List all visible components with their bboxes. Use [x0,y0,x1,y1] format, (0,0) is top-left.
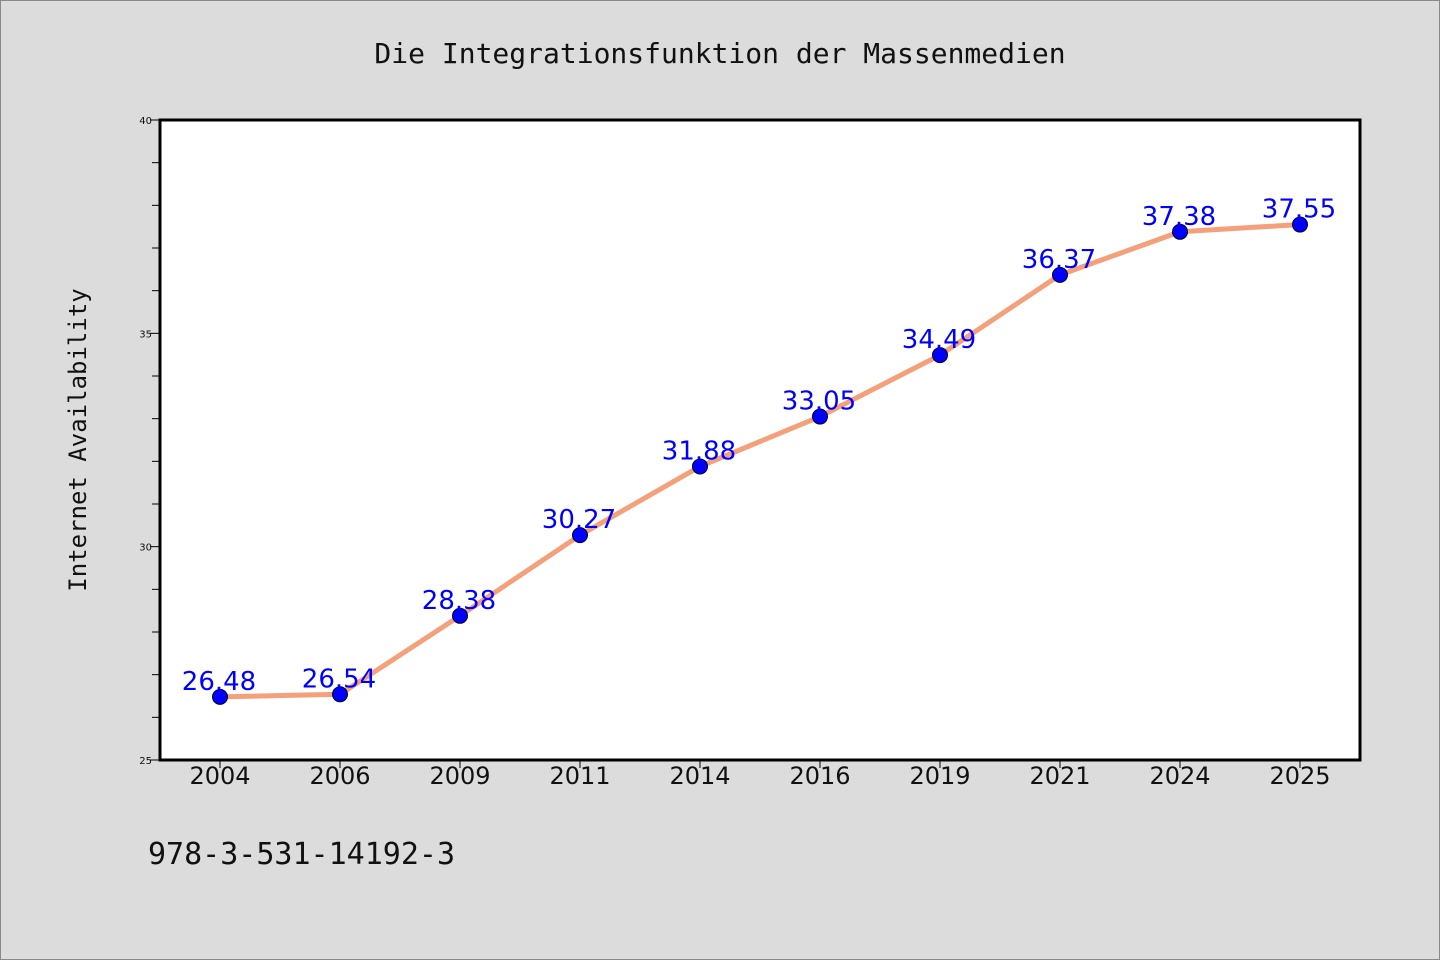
x-tick-label: 2004 [189,762,250,790]
data-label: 33.05 [782,387,856,417]
series-line [217,222,1303,700]
series-internet-availability: 26.48 26.54 28.38 30.27 31.88 33.05 34.49 36.37… [182,195,1336,705]
data-label: 28.38 [422,586,496,616]
data-label: 26.48 [182,667,256,697]
y-axis-label: Internet Availability [64,288,92,591]
x-tick-label: 2016 [789,762,850,790]
x-tick-label: 2019 [909,762,970,790]
data-label: 30.27 [542,505,616,535]
data-label: 36.37 [1022,245,1096,275]
data-point [1292,216,1308,233]
data-point [452,607,468,624]
data-label: 37.38 [1142,202,1216,232]
y-tick-label: 30 [139,543,152,554]
x-tick-label: 2025 [1269,762,1330,790]
y-tick-label: 40 [139,116,152,127]
data-label: 31.88 [662,436,736,466]
data-point [932,347,948,364]
isbn-text: 978-3-531-14192-3 [148,837,455,872]
data-label: 37.55 [1262,195,1336,225]
data-point [812,408,828,425]
data-point [692,458,708,475]
x-tick-label: 2011 [549,762,610,790]
y-tick-label: 35 [139,329,152,340]
data-label: 34.49 [902,325,976,355]
data-label: 26.54 [302,664,376,694]
data-point [1052,266,1068,283]
x-tick-label: 2014 [669,762,730,790]
x-tick-label: 2021 [1029,762,1090,790]
plot-frame [158,118,1362,762]
data-point [212,688,228,705]
x-tick-label: 2024 [1149,762,1210,790]
x-axis-tick-labels: 2004 2006 2009 2011 2014 2016 2019 2021 2024 2025 [189,762,1330,790]
y-axis-tick-labels: 25 30 35 40 [139,116,152,767]
data-point [572,527,588,544]
x-tick-label: 2006 [309,762,370,790]
x-tick-label: 2009 [429,762,490,790]
chart-title: Die Integrationsfunktion der Massenmedie… [374,37,1065,70]
data-point [332,686,348,703]
y-tick-label: 25 [139,756,152,767]
data-point [1172,223,1188,240]
